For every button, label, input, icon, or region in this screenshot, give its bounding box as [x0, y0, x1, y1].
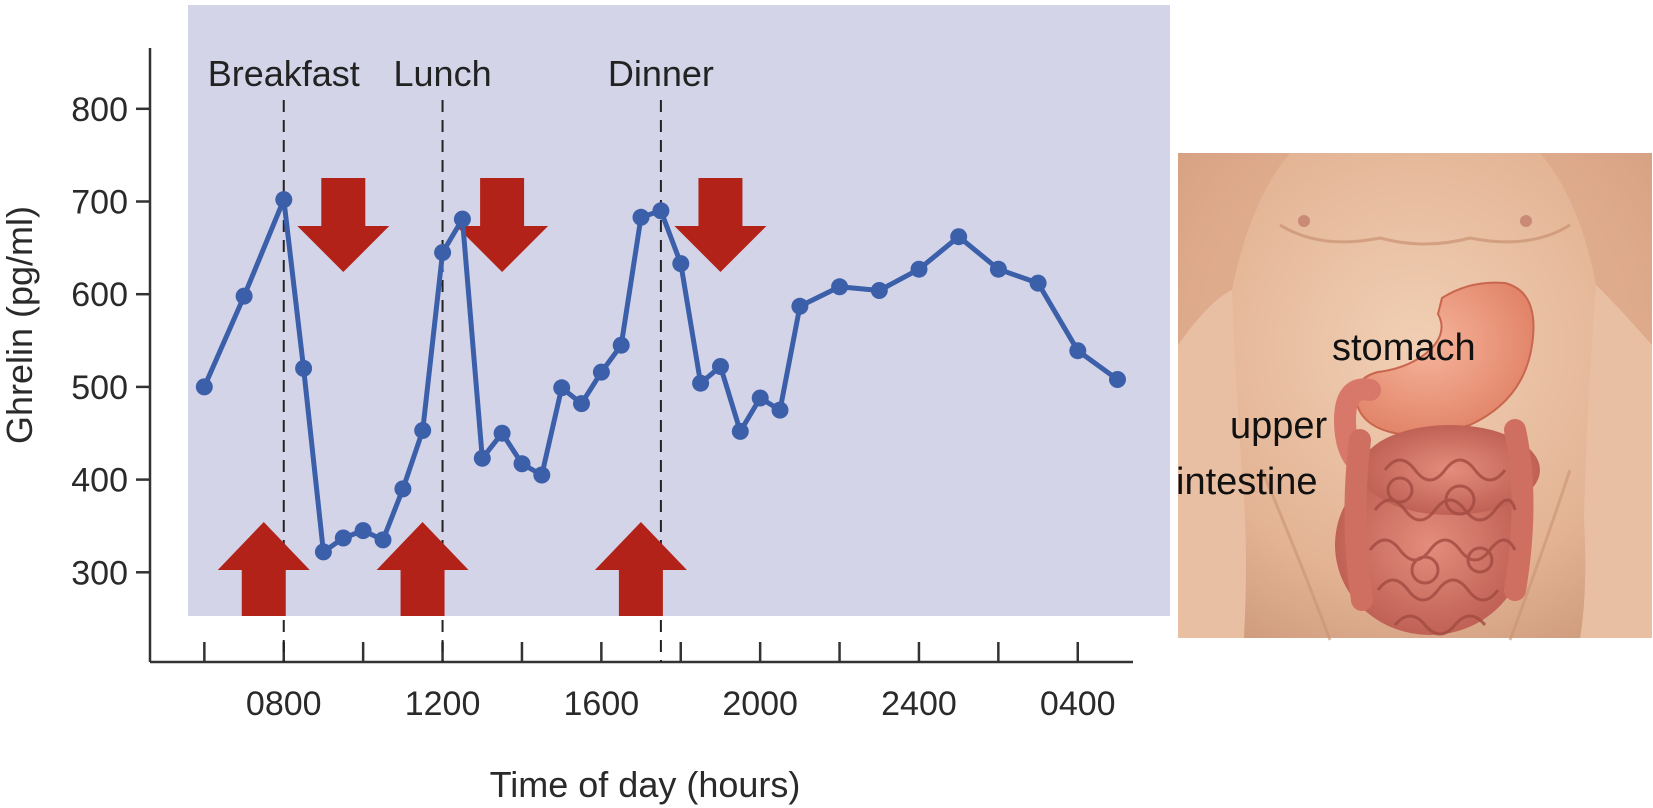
intestine-coils	[1368, 458, 1517, 636]
data-point	[612, 336, 630, 354]
data-point	[870, 282, 888, 299]
colon-right	[1504, 419, 1534, 601]
data-point	[672, 255, 690, 273]
data-point	[1109, 371, 1126, 388]
data-point	[195, 378, 213, 396]
data-point	[950, 228, 968, 246]
upper-intestine-label-line2: intestine	[1176, 461, 1318, 503]
data-point	[573, 395, 590, 413]
data-point	[374, 531, 392, 549]
ghrelin-down-arrow	[297, 178, 390, 272]
data-point	[731, 422, 749, 440]
y-tick-label: 700	[71, 184, 128, 222]
torso-illustration: stomach upper intestine	[1176, 153, 1652, 641]
meal-label: Dinner	[608, 53, 714, 94]
y-axis-title: Ghrelin (pg/ml)	[0, 206, 40, 444]
x-tick-label: 2000	[722, 685, 798, 723]
data-point	[354, 522, 372, 540]
upper-intestine-mass	[1360, 425, 1540, 515]
data-point	[989, 260, 1007, 278]
data-point	[692, 374, 710, 392]
x-tick-labels: 0800 1200 1600 2000 2400 0400	[246, 685, 1116, 723]
meal-arrows	[217, 178, 767, 616]
right-nipple	[1520, 215, 1532, 227]
meal-up-arrow	[594, 522, 687, 616]
data-point	[473, 449, 491, 467]
x-axis-title: Time of day (hours)	[490, 764, 801, 805]
meal-label: Lunch	[394, 53, 492, 94]
data-point	[434, 244, 452, 261]
data-point	[1069, 342, 1087, 360]
x-tick-label: 2400	[881, 685, 957, 723]
hip-line-left	[1260, 469, 1332, 641]
y-ticks: 300 400 500 600 700 800	[71, 91, 150, 592]
data-point	[295, 359, 313, 377]
meal-up-arrow	[376, 522, 469, 616]
data-point	[1029, 274, 1047, 292]
data-point	[771, 401, 789, 419]
meal-label: Breakfast	[208, 53, 360, 94]
data-point	[632, 208, 650, 226]
data-point	[652, 202, 670, 220]
axes	[148, 48, 1133, 664]
plot-background	[188, 5, 1170, 616]
chest-line	[1279, 223, 1571, 246]
data-point	[493, 424, 511, 442]
ghrelin-series-points	[195, 191, 1126, 561]
data-point	[751, 389, 769, 407]
data-point	[533, 466, 551, 484]
y-tick-label: 800	[71, 91, 128, 129]
x-tick-label: 1600	[564, 685, 640, 723]
data-point	[513, 455, 531, 473]
meal-up-arrow	[217, 522, 310, 616]
y-tick-label: 600	[71, 276, 128, 314]
torso-shading-left	[1178, 153, 1290, 345]
data-point	[414, 422, 432, 439]
data-point	[314, 543, 332, 561]
colon-left	[1344, 429, 1373, 611]
x-tick-label: 0400	[1040, 685, 1116, 723]
data-point	[791, 297, 809, 315]
data-point	[275, 191, 293, 209]
data-point	[553, 379, 571, 397]
data-point	[831, 278, 849, 296]
data-point	[394, 480, 412, 498]
stomach-label: stomach	[1332, 327, 1476, 369]
upper-intestine-label-line1: upper	[1230, 405, 1328, 447]
hip-line-right	[1508, 469, 1572, 641]
x-ticks	[203, 642, 1079, 662]
data-point	[712, 358, 729, 375]
torso-shading-right	[1540, 153, 1652, 345]
ghrelin-down-arrow	[456, 178, 549, 272]
data-point	[235, 287, 253, 305]
x-tick-label: 1200	[405, 685, 481, 723]
y-tick-label: 300	[71, 554, 128, 592]
meal-lines: Breakfast Lunch Dinner	[208, 53, 714, 662]
data-point	[453, 210, 471, 228]
data-point	[910, 260, 928, 278]
x-tick-label: 0800	[246, 685, 322, 723]
data-point	[334, 529, 352, 547]
y-tick-label: 400	[71, 462, 128, 500]
left-nipple	[1298, 215, 1310, 227]
data-point	[592, 363, 610, 381]
y-tick-label: 500	[71, 369, 128, 407]
ghrelin-down-arrow	[674, 178, 767, 272]
